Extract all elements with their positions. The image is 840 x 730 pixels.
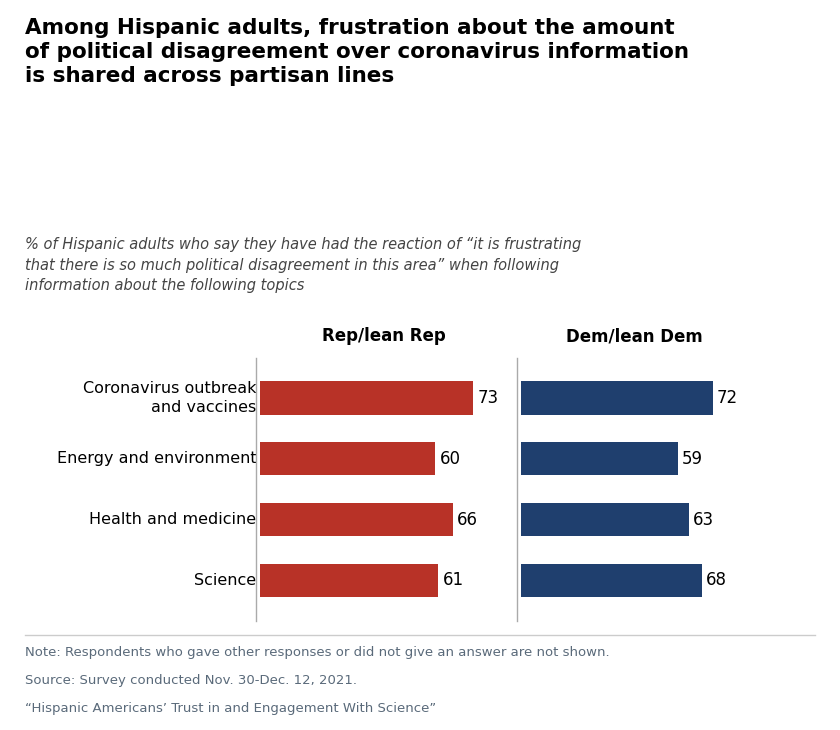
Bar bbox=[260, 381, 473, 415]
Text: Coronavirus outbreak
and vaccines: Coronavirus outbreak and vaccines bbox=[82, 381, 256, 415]
Text: Source: Survey conducted Nov. 30-Dec. 12, 2021.: Source: Survey conducted Nov. 30-Dec. 12… bbox=[25, 674, 357, 687]
Bar bbox=[260, 564, 438, 597]
Bar bbox=[521, 442, 678, 475]
Text: Among Hispanic adults, frustration about the amount
of political disagreement ov: Among Hispanic adults, frustration about… bbox=[25, 18, 689, 86]
Text: Rep/lean Rep: Rep/lean Rep bbox=[323, 327, 446, 345]
Text: 66: 66 bbox=[457, 510, 478, 529]
Text: “Hispanic Americans’ Trust in and Engagement With Science”: “Hispanic Americans’ Trust in and Engage… bbox=[25, 702, 437, 715]
Text: 60: 60 bbox=[439, 450, 460, 468]
Bar bbox=[521, 381, 713, 415]
Text: 72: 72 bbox=[717, 389, 738, 407]
Bar bbox=[521, 564, 702, 597]
Text: Dem/lean Dem: Dem/lean Dem bbox=[566, 327, 702, 345]
Text: 61: 61 bbox=[443, 572, 464, 589]
Bar bbox=[260, 442, 435, 475]
Text: Health and medicine: Health and medicine bbox=[89, 512, 256, 527]
Bar bbox=[260, 503, 453, 537]
Bar bbox=[521, 503, 689, 537]
Text: 59: 59 bbox=[682, 450, 703, 468]
Text: 63: 63 bbox=[693, 510, 714, 529]
Text: Energy and environment: Energy and environment bbox=[56, 451, 256, 466]
Text: 73: 73 bbox=[478, 389, 499, 407]
Text: 68: 68 bbox=[706, 572, 727, 589]
Text: Note: Respondents who gave other responses or did not give an answer are not sho: Note: Respondents who gave other respons… bbox=[25, 646, 610, 659]
Text: Science: Science bbox=[194, 573, 256, 588]
Text: % of Hispanic adults who say they have had the reaction of “it is frustrating
th: % of Hispanic adults who say they have h… bbox=[25, 237, 581, 293]
